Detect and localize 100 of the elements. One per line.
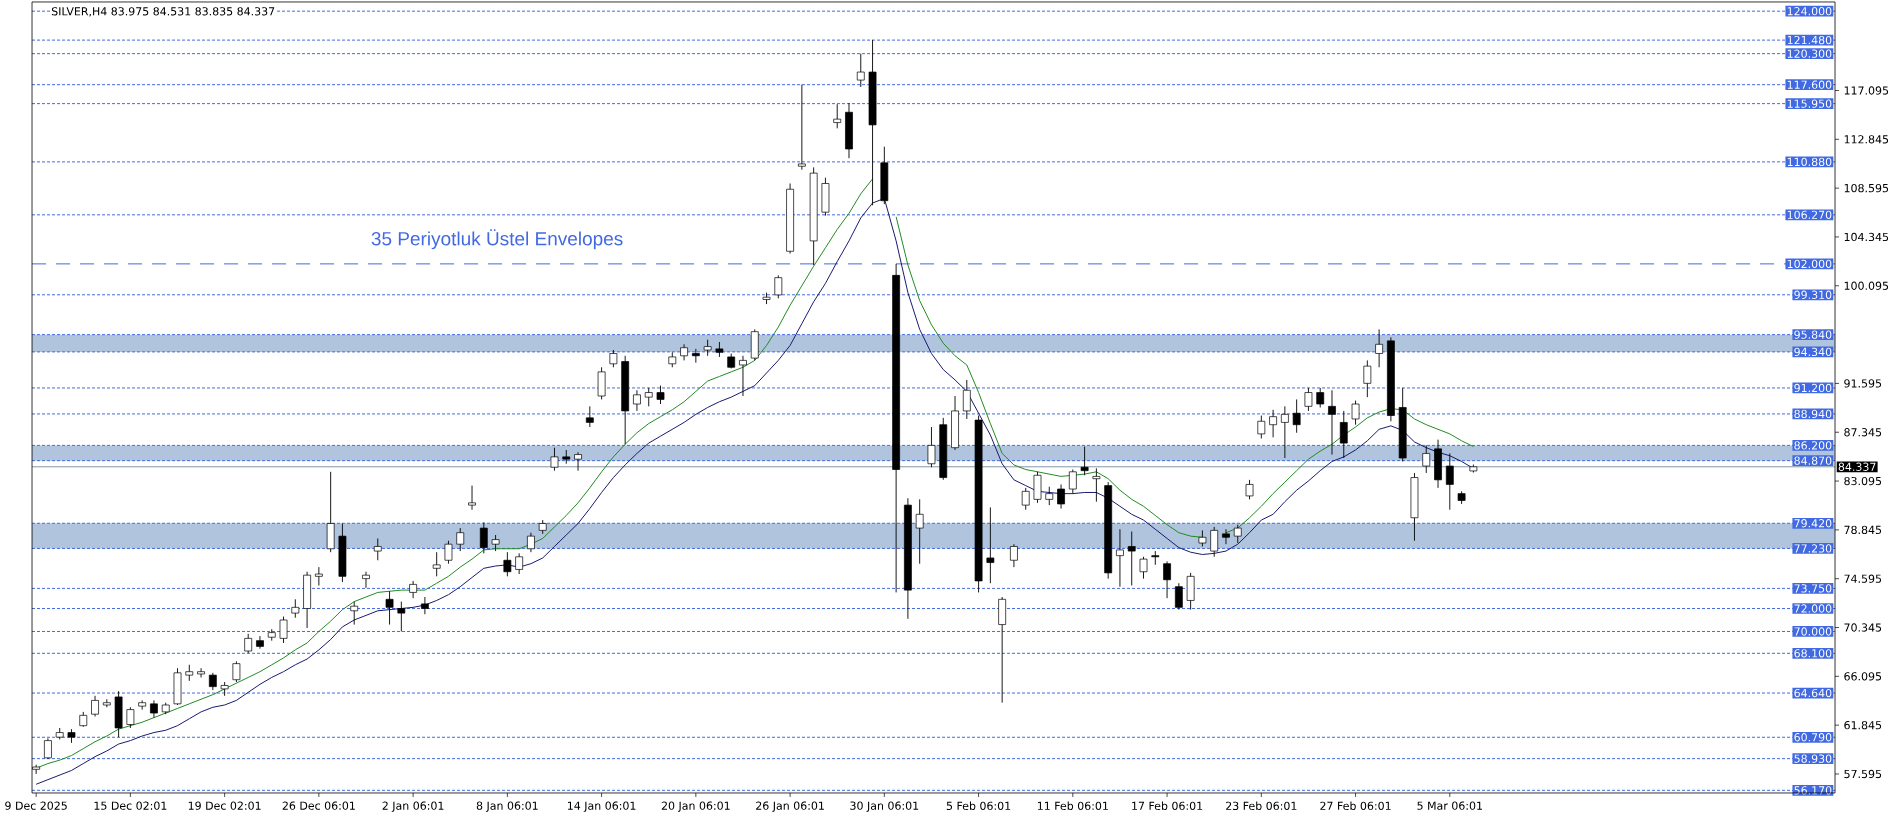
candlestick: [927, 426, 936, 468]
candlestick: [1363, 359, 1372, 398]
candlestick: [691, 348, 700, 364]
candlestick: [409, 580, 417, 599]
x-tick-label: 26 Jan 06:01: [756, 801, 824, 812]
candlestick: [1233, 524, 1242, 544]
candlestick: [1269, 409, 1277, 438]
candlestick: [1375, 328, 1384, 368]
candlestick: [856, 53, 865, 88]
candlestick: [456, 527, 465, 552]
ref-line-label: 95.840: [1794, 330, 1832, 339]
candlestick: [444, 540, 453, 565]
candlestick: [680, 343, 688, 361]
y-tick-label: 61.845: [1844, 720, 1882, 730]
candlestick: [1174, 582, 1183, 611]
candlestick: [126, 706, 135, 729]
ref-line-label: 88.940: [1794, 409, 1832, 419]
candlestick: [1068, 469, 1077, 495]
y-tick-label: 100.095: [1844, 281, 1889, 290]
candlestick: [1021, 487, 1030, 511]
candlestick: [1010, 543, 1018, 568]
ref-line-label: 117.600: [1787, 80, 1832, 89]
ref-line-label: 72.000: [1794, 604, 1832, 613]
candlestick: [1445, 452, 1454, 511]
candlestick: [1292, 398, 1301, 434]
x-tick-label: 5 Feb 06:01: [946, 801, 1011, 811]
ref-line-label: 70.000: [1794, 627, 1832, 636]
ref-line-label: 94.340: [1794, 347, 1832, 357]
candlestick: [279, 616, 288, 644]
x-tick-label: 20 Jan 06:01: [661, 801, 730, 812]
ref-line-label: 99.310: [1794, 290, 1832, 299]
ref-line-label: 124.000: [1787, 7, 1832, 16]
x-tick-label: 2 Jan 06:01: [382, 801, 444, 812]
candlestick: [962, 379, 971, 420]
candlestick: [1210, 526, 1219, 558]
y-tick-label: 83.095: [1844, 476, 1882, 486]
ref-line-label: 106.270: [1787, 210, 1832, 219]
candlestick: [397, 601, 406, 632]
candlestick: [91, 695, 99, 717]
candlestick: [1045, 486, 1054, 506]
y-tick-label: 74.595: [1844, 574, 1882, 583]
candlestick: [432, 551, 441, 577]
x-tick-label: 27 Feb 06:01: [1320, 801, 1391, 811]
ref-line-label: 115.950: [1787, 99, 1832, 108]
candlestick: [197, 667, 205, 678]
candlestick: [833, 103, 842, 129]
candlestick: [350, 601, 359, 626]
candlestick: [1139, 556, 1148, 580]
candlestick: [479, 521, 488, 554]
ref-line-label: 79.420: [1794, 519, 1832, 528]
candlestick: [232, 660, 241, 683]
candlestick: [527, 532, 535, 553]
ref-line-label: 84.870: [1794, 456, 1832, 465]
y-tick-label: 91.595: [1844, 379, 1882, 388]
ref-line-label: 60.790: [1794, 733, 1832, 742]
ref-line-label: 56.170: [1794, 786, 1832, 795]
candlestick: [44, 737, 52, 760]
candlestick: [1316, 387, 1325, 408]
candlestick: [314, 566, 323, 586]
chart-title: SILVER,H4 83.975 84.531 83.835 84.337: [51, 7, 275, 17]
y-tick-label: 70.345: [1844, 623, 1882, 632]
candlestick: [1351, 400, 1360, 426]
candlestick: [1257, 415, 1266, 439]
candlestick: [1127, 531, 1136, 586]
ref-line-label: 110.880: [1787, 157, 1832, 167]
x-tick-label: 26 Dec 06:01: [282, 801, 355, 810]
candlestick: [797, 84, 806, 171]
candlestick: [1151, 550, 1160, 566]
x-tick-label: 14 Jan 06:01: [567, 801, 636, 812]
y-tick-label: 57.595: [1844, 769, 1882, 779]
candlestick: [515, 552, 524, 575]
candlestick: [1092, 467, 1101, 503]
y-tick-label: 108.595: [1844, 183, 1889, 193]
ref-line-label: 91.200: [1794, 383, 1832, 393]
candlestick: [656, 385, 665, 405]
x-tick-label: 17 Feb 06:01: [1132, 801, 1203, 811]
x-tick-label: 23 Feb 06:01: [1226, 801, 1297, 811]
candlestick: [986, 506, 995, 584]
ref-line-label: 120.300: [1787, 49, 1832, 58]
ref-line-label: 84.337: [1838, 462, 1876, 471]
ref-line-label: 121.480: [1787, 35, 1832, 45]
ref-line-label: 58.930: [1794, 754, 1832, 763]
candlestick: [739, 355, 747, 397]
x-tick-label: 11 Feb 06:01: [1037, 801, 1108, 811]
candlestick: [1163, 560, 1171, 599]
candlestick: [1280, 405, 1289, 459]
candlestick: [1116, 528, 1124, 588]
candlestick: [1304, 387, 1313, 412]
ref-line-label: 64.640: [1794, 688, 1832, 698]
ref-line-label: 73.750: [1794, 584, 1832, 593]
candlestick: [1339, 410, 1348, 459]
ref-line-label: 102.000: [1787, 259, 1832, 269]
candlestick: [1222, 528, 1230, 545]
candlestick: [468, 485, 476, 511]
x-tick-label: 5 Mar 06:01: [1417, 801, 1482, 810]
y-tick-label: 112.845: [1844, 135, 1889, 144]
candlestick: [385, 590, 394, 626]
candlestick: [503, 551, 512, 577]
y-tick-label: 117.095: [1844, 86, 1889, 95]
y-tick-label: 78.845: [1844, 525, 1882, 535]
